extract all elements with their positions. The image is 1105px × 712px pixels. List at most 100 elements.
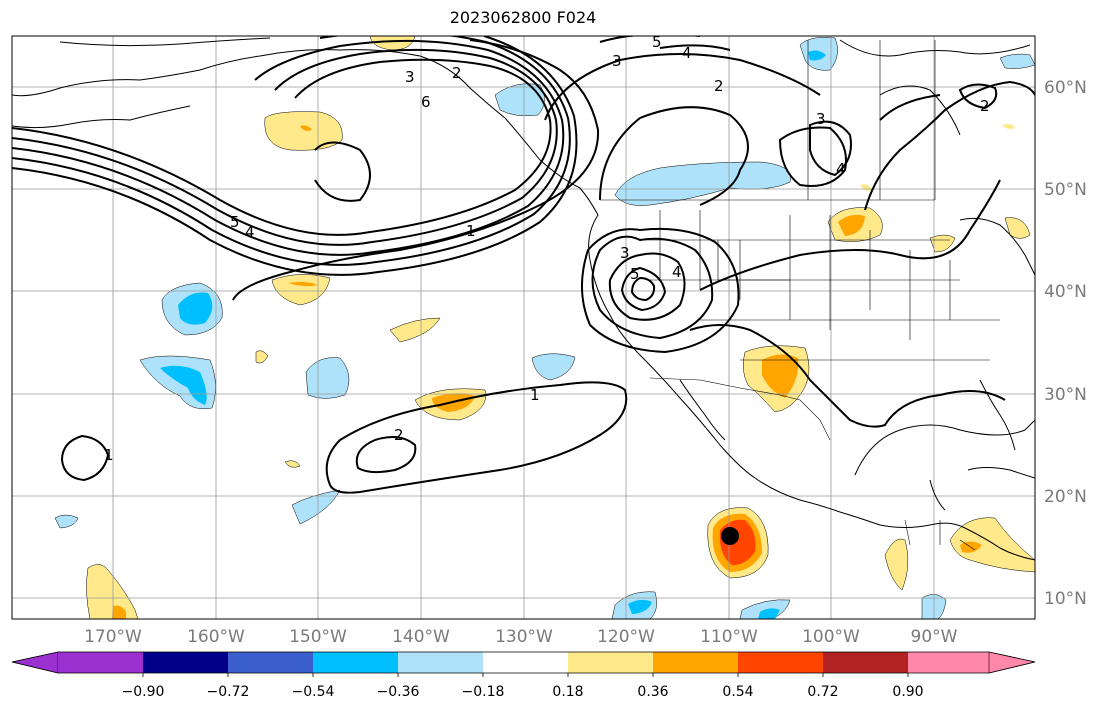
latitude-labels: 60°N 50°N 40°N 30°N 20°N 10°N (1044, 78, 1087, 609)
shade-yellow-a (271, 274, 331, 306)
contour-label: 5 (630, 265, 640, 283)
shade-yellow-b (389, 317, 441, 343)
shade-yellow-f (86, 564, 139, 619)
map-title: 2023062800 F024 (449, 8, 597, 27)
shade-yellow-greatlakes (929, 234, 956, 253)
shade-blue-h (758, 608, 780, 619)
borders (600, 40, 1000, 551)
shade-yellow-mexico-coast (884, 538, 909, 591)
colorbar-tick-label: −0.54 (292, 684, 335, 700)
colorbar-tick-label: −0.90 (122, 684, 165, 700)
shade-lightblue-ne (999, 53, 1035, 69)
contour-label: 2 (980, 97, 990, 115)
colorbar-segment (313, 652, 399, 673)
colorbar-segment (228, 652, 314, 673)
shade-yellow-nr (860, 184, 872, 191)
lat-label: 20°N (1044, 487, 1087, 507)
lat-label: 30°N (1044, 385, 1087, 405)
colorbar-ticks (142, 673, 909, 677)
contour-label: 1 (104, 446, 114, 464)
graticule (12, 36, 1035, 619)
shade-yellow-e (284, 460, 301, 468)
colorbar-tick-label: −0.72 (207, 684, 250, 700)
longitude-labels: 170°W 160°W 150°W 140°W 130°W 120°W 110°… (84, 627, 958, 647)
shade-blue-b (160, 365, 207, 405)
colorbar-extend-max (988, 651, 1036, 674)
shade-blue-a (178, 292, 213, 325)
colorbar-tick-label: 0.54 (722, 684, 753, 700)
colorbar-segment (738, 652, 824, 673)
shade-lightblue-d (531, 353, 576, 381)
lon-label: 100°W (802, 627, 860, 647)
contour-label: 3 (816, 110, 826, 128)
storm-center-marker (721, 527, 739, 545)
shade-yellow-c (255, 350, 269, 364)
lon-label: 140°W (392, 627, 450, 647)
shade-yellow-top (369, 36, 416, 51)
colorbar-segment (143, 652, 229, 673)
shade-lightblue-canada (614, 161, 791, 206)
shade-orange-a (288, 281, 318, 287)
contour-label: 1 (466, 222, 476, 240)
contour-label: 4 (682, 44, 692, 62)
colorbar: −0.90 −0.72 −0.54 −0.36 −0.18 0.18 0.36 … (11, 651, 1036, 700)
contour-label: 6 (421, 93, 431, 111)
colorbar-tick-label: 0.90 (892, 684, 923, 700)
shade-orange-f (112, 605, 126, 619)
contour-label: 2 (714, 77, 724, 95)
colorbar-segment (568, 652, 654, 673)
colorbar-segment (58, 652, 144, 673)
colorbar-tick-label: −0.36 (377, 684, 420, 700)
contour-label: 3 (612, 52, 622, 70)
colorbar-tick-label: 0.36 (637, 684, 668, 700)
contour-label: 5 (652, 33, 662, 51)
lon-label: 120°W (597, 627, 655, 647)
shade-lightblue-bc (494, 83, 545, 117)
shade-lightblue-c (305, 357, 350, 399)
shade-lightblue-f (54, 514, 79, 529)
shade-orange-alaska-gulf (300, 125, 312, 131)
lat-label: 60°N (1044, 78, 1087, 98)
coastlines (12, 37, 1035, 561)
shade-blue-g (628, 599, 652, 614)
map-frame (11, 35, 1036, 620)
lat-label: 40°N (1044, 282, 1087, 302)
lon-label: 170°W (84, 627, 142, 647)
lon-label: 130°W (495, 627, 553, 647)
shade-lightblue-e (291, 489, 341, 525)
contour-label: 4 (245, 223, 255, 241)
contour-label: 2 (394, 426, 404, 444)
colorbar-tick-label: 0.72 (807, 684, 838, 700)
lat-label: 10°N (1044, 589, 1087, 609)
contour-labels: 3 2 6 5 4 3 2 2 3 4 5 4 1 3 5 4 1 2 1 (104, 33, 990, 464)
colorbar-segment (483, 652, 569, 673)
contour-label: 2 (452, 64, 462, 82)
colorbar-segment (398, 652, 484, 673)
contour-label: 1 (530, 386, 540, 404)
shade-blue-north (808, 50, 826, 61)
lon-label: 160°W (187, 627, 245, 647)
shade-yellow-northeast (1004, 217, 1031, 239)
shade-orange-midwest (838, 214, 865, 236)
colorbar-extend-min (11, 651, 59, 674)
shade-yellow-alaska-gulf (264, 111, 343, 151)
shaded-anomalies (54, 36, 1035, 619)
contour-label: 5 (230, 213, 240, 231)
map-layers (12, 36, 1035, 619)
colorbar-segment (823, 652, 909, 673)
shade-yellow-ne-small (1002, 124, 1015, 129)
lon-label: 110°W (700, 627, 758, 647)
contour-label: 4 (836, 160, 846, 178)
shade-orange-southwest (762, 354, 799, 398)
lon-label: 150°W (289, 627, 347, 647)
colorbar-segment (908, 652, 989, 673)
colorbar-outline (11, 651, 1036, 674)
contour-label: 3 (620, 244, 630, 262)
contour-label: 3 (405, 68, 415, 86)
contour-label: 4 (672, 263, 682, 281)
lat-label: 50°N (1044, 180, 1087, 200)
colorbar-tick-label: −0.18 (462, 684, 505, 700)
colorbar-segment (653, 652, 739, 673)
colorbar-tick-label: 0.18 (552, 684, 583, 700)
